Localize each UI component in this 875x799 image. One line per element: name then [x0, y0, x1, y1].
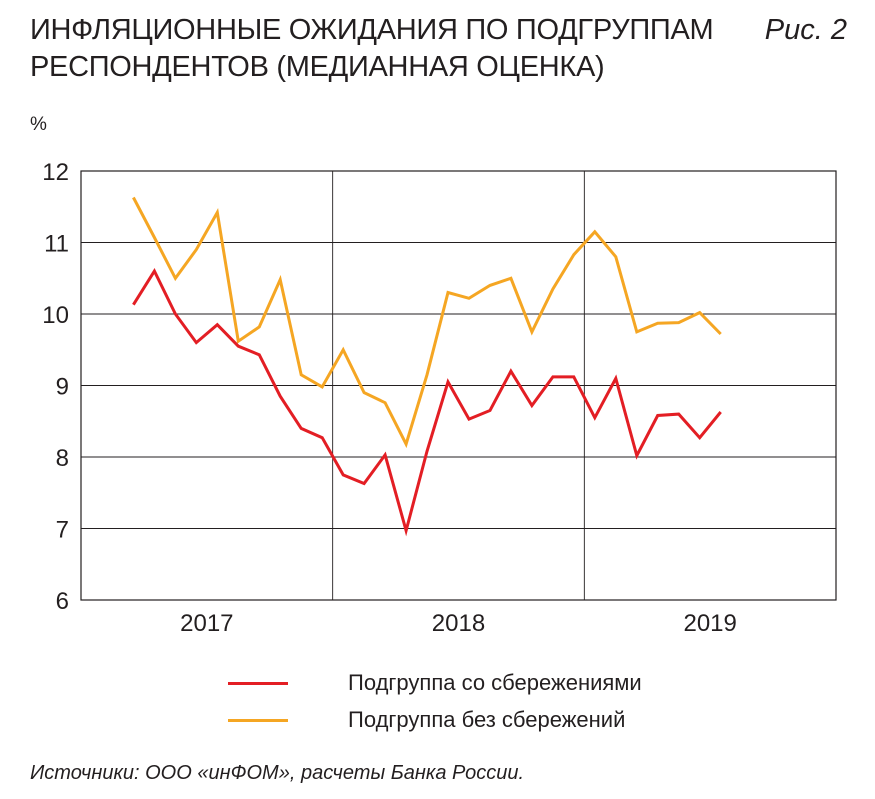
- figure-label: Рис. 2: [764, 14, 847, 46]
- chart-title-line-2: РЕСПОНДЕНТОВ (МЕДИАННАЯ ОЦЕНКА): [30, 51, 605, 83]
- x-tick-label-2019: 2019: [683, 610, 736, 637]
- legend-label-non-savers: Подгруппа без сбережений: [348, 707, 626, 732]
- x-tick-label-2018: 2018: [432, 610, 485, 637]
- y-tick-label-9: 9: [56, 374, 69, 401]
- grid-layer: [81, 171, 836, 600]
- series-line-0: [132, 268, 722, 537]
- chart-title-line-1: ИНФЛЯЦИОННЫЕ ОЖИДАНИЯ ПО ПОДГРУППАМ: [30, 14, 714, 46]
- y-tick-label-10: 10: [42, 302, 69, 329]
- y-tick-label-7: 7: [56, 517, 69, 544]
- source-note: Источники: ООО «инФОМ», расчеты Банка Ро…: [30, 762, 525, 784]
- legend-item-non-savers: Подгруппа без сбережений: [228, 705, 648, 737]
- x-tick-labels: 2017 2018 2019: [180, 610, 737, 637]
- y-tick-labels: 6 7 8 9 10 11 12: [42, 159, 69, 615]
- chart-title: ИНФЛЯЦИОННЫЕ ОЖИДАНИЯ ПО ПОДГРУППАМ РЕСП…: [30, 12, 714, 86]
- legend-item-savers: Подгруппа со сбережениями: [228, 668, 648, 700]
- legend-label-savers: Подгруппа со сбережениями: [348, 670, 642, 695]
- series-line-1: [132, 196, 722, 449]
- y-tick-label-6: 6: [56, 588, 69, 615]
- y-tick-label-12: 12: [42, 159, 69, 186]
- y-tick-label-8: 8: [56, 445, 69, 472]
- y-axis-unit-label: %: [30, 114, 47, 135]
- x-tick-label-2017: 2017: [180, 610, 233, 637]
- legend-swatch-savers: [228, 682, 288, 685]
- line-chart: 6 7 8 9 10 11 12 2017 2018 2019: [42, 159, 837, 637]
- series-layer: [132, 196, 722, 537]
- legend-swatch-non-savers: [228, 719, 288, 722]
- plot-frame: [80, 170, 837, 601]
- y-tick-label-11: 11: [44, 231, 69, 258]
